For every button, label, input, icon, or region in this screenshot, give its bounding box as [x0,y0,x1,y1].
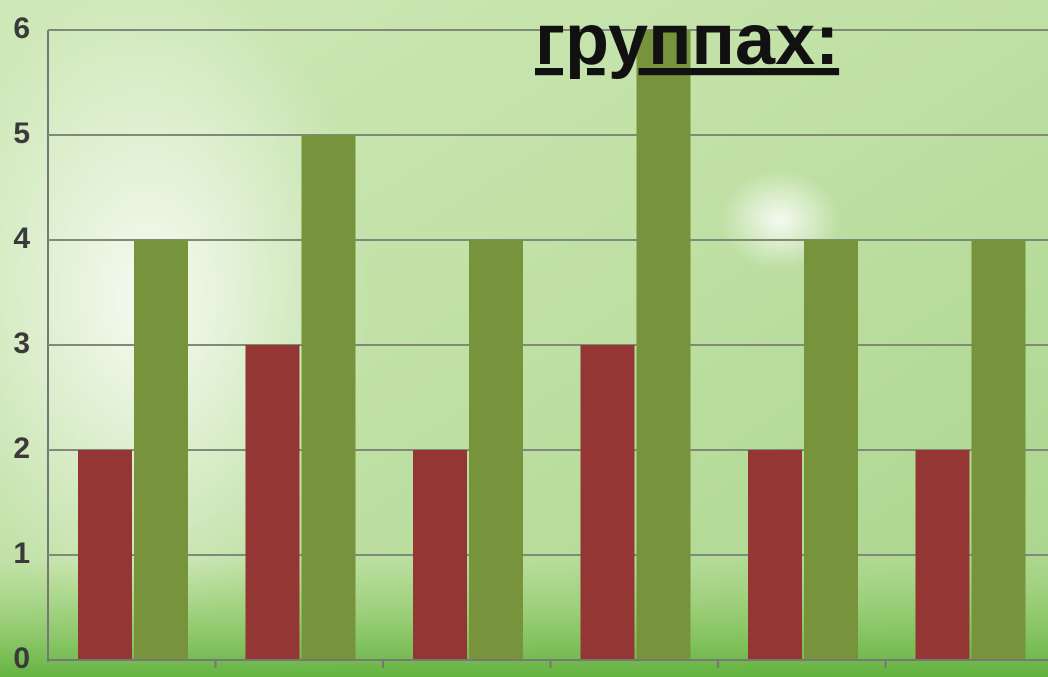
bar [134,240,188,660]
bar [469,240,523,660]
bar [637,30,691,660]
chart: 0 1 2 3 4 5 6 группах: [0,0,1048,677]
bar [748,450,802,660]
y-tick-label: 6 [13,12,30,45]
y-tick-label: 1 [13,537,30,570]
bar [581,345,635,660]
bar [916,450,970,660]
bar [78,450,132,660]
y-tick-label: 3 [13,327,30,360]
bar [246,345,300,660]
bar [972,240,1026,660]
y-tick-label: 2 [13,432,30,465]
y-tick-label: 4 [13,222,30,255]
y-tick-label: 0 [13,642,30,675]
chart-title: группах: [535,0,839,80]
bar [302,135,356,660]
bar [413,450,467,660]
bar [804,240,858,660]
y-tick-label: 5 [13,117,30,150]
